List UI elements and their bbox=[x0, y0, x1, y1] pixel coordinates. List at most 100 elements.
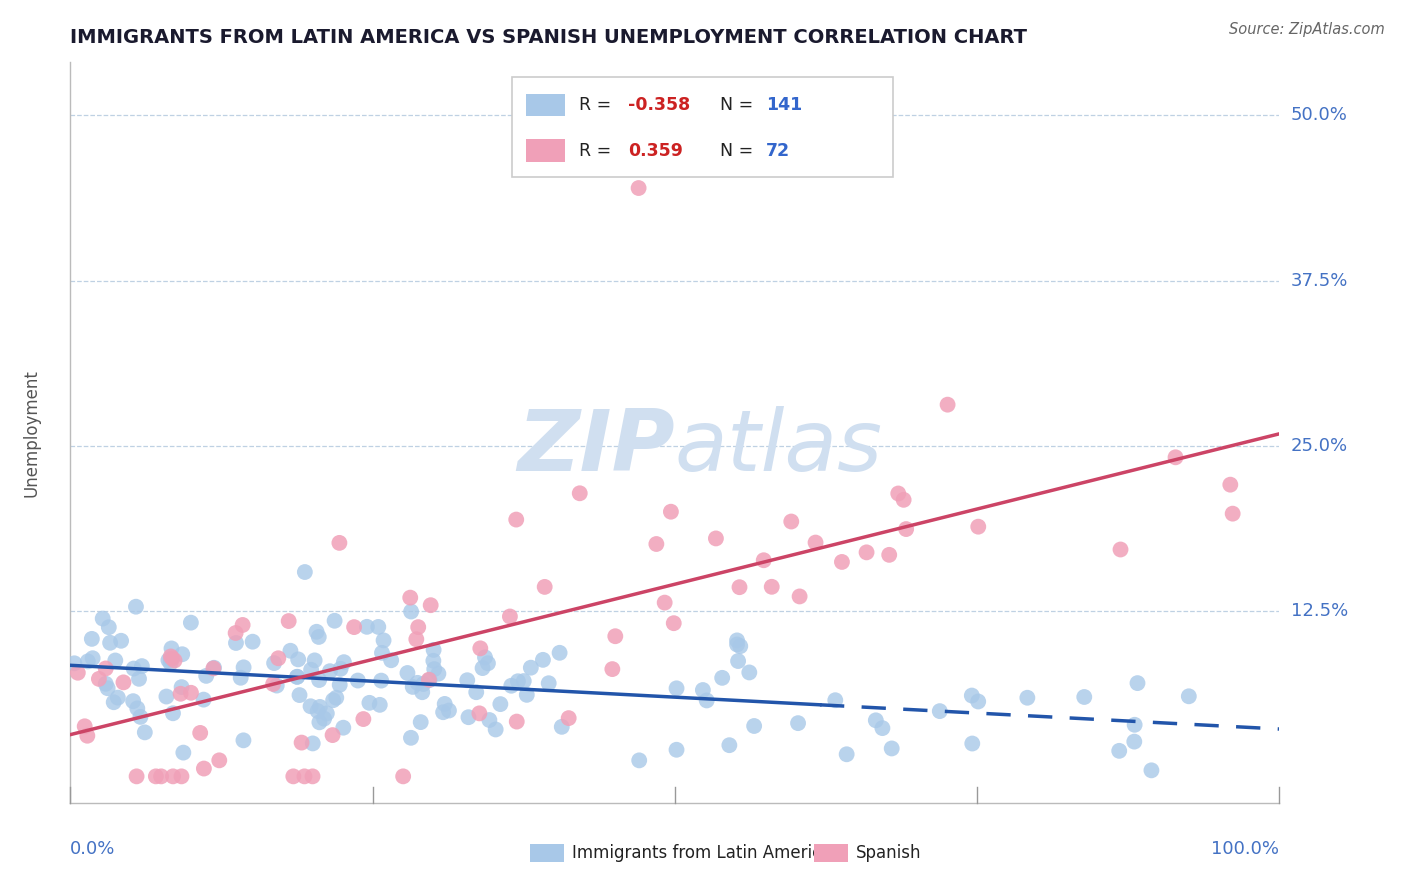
Point bbox=[1219, 477, 1241, 491]
Point bbox=[531, 653, 554, 667]
Point bbox=[322, 728, 344, 742]
Point bbox=[304, 653, 326, 667]
Point bbox=[76, 729, 98, 743]
Point bbox=[928, 704, 950, 718]
Text: Spanish: Spanish bbox=[856, 844, 922, 863]
Point bbox=[409, 715, 432, 730]
Text: R =: R = bbox=[579, 142, 617, 160]
Point bbox=[315, 706, 337, 721]
Point bbox=[513, 673, 536, 688]
Point bbox=[533, 580, 555, 594]
Point bbox=[418, 673, 440, 687]
Point bbox=[468, 706, 491, 721]
Point bbox=[485, 723, 508, 737]
Point bbox=[159, 652, 181, 666]
Text: R =: R = bbox=[579, 96, 617, 114]
Point bbox=[1123, 718, 1146, 732]
Point bbox=[97, 620, 120, 634]
Point bbox=[94, 661, 117, 675]
Text: 72: 72 bbox=[765, 142, 790, 160]
Point bbox=[761, 580, 783, 594]
Point bbox=[645, 537, 668, 551]
Point bbox=[406, 676, 429, 690]
Point bbox=[368, 698, 391, 712]
Text: N =: N = bbox=[720, 96, 758, 114]
Point bbox=[405, 632, 427, 647]
Point bbox=[367, 620, 389, 634]
Point bbox=[232, 733, 254, 747]
Point bbox=[880, 741, 903, 756]
Point bbox=[159, 657, 181, 671]
Point bbox=[232, 660, 254, 674]
Point bbox=[711, 671, 734, 685]
Text: 0.0%: 0.0% bbox=[70, 840, 115, 858]
Point bbox=[107, 690, 129, 705]
Point bbox=[91, 611, 114, 625]
Point bbox=[548, 646, 571, 660]
Point bbox=[347, 673, 370, 688]
Point bbox=[665, 743, 688, 757]
Point bbox=[787, 716, 810, 731]
Point bbox=[242, 634, 264, 648]
Point bbox=[855, 545, 877, 559]
Point bbox=[865, 714, 887, 728]
Point bbox=[145, 769, 167, 783]
Point bbox=[172, 746, 194, 760]
Point bbox=[305, 624, 328, 639]
Point bbox=[718, 738, 741, 752]
Point bbox=[399, 731, 422, 745]
Point bbox=[380, 653, 402, 667]
Point bbox=[122, 694, 145, 708]
Point bbox=[474, 650, 496, 665]
Point bbox=[301, 769, 323, 783]
Text: -0.358: -0.358 bbox=[627, 96, 690, 114]
Point bbox=[87, 672, 110, 686]
Point bbox=[308, 673, 330, 687]
Point bbox=[162, 706, 184, 721]
Point bbox=[225, 626, 247, 640]
Point bbox=[103, 695, 125, 709]
Point bbox=[427, 666, 450, 681]
Point bbox=[267, 651, 290, 665]
Text: 12.5%: 12.5% bbox=[1291, 602, 1348, 620]
Point bbox=[301, 736, 323, 750]
Point bbox=[1222, 507, 1244, 521]
Point bbox=[262, 677, 284, 691]
Point bbox=[506, 674, 529, 689]
Point bbox=[1123, 734, 1146, 748]
Point bbox=[628, 753, 651, 767]
Point bbox=[319, 664, 342, 678]
Text: N =: N = bbox=[720, 142, 758, 160]
Point bbox=[704, 532, 727, 546]
Point bbox=[887, 486, 910, 500]
Point bbox=[150, 769, 173, 783]
Point bbox=[551, 720, 574, 734]
Point bbox=[665, 681, 688, 696]
Point bbox=[789, 590, 811, 604]
Point bbox=[470, 641, 492, 656]
Point bbox=[170, 769, 193, 783]
Point bbox=[128, 672, 150, 686]
Point bbox=[659, 505, 682, 519]
Point bbox=[97, 681, 120, 696]
Point bbox=[352, 712, 374, 726]
Point bbox=[412, 677, 434, 691]
Point bbox=[1164, 450, 1187, 465]
Point bbox=[457, 710, 479, 724]
Point bbox=[63, 657, 86, 671]
Point bbox=[418, 673, 440, 687]
Point bbox=[280, 644, 302, 658]
Text: 0.359: 0.359 bbox=[627, 142, 682, 160]
Point bbox=[193, 692, 215, 706]
Text: 25.0%: 25.0% bbox=[1291, 437, 1348, 455]
Point bbox=[568, 486, 591, 500]
Point bbox=[180, 686, 202, 700]
Text: Source: ZipAtlas.com: Source: ZipAtlas.com bbox=[1229, 22, 1385, 37]
Point bbox=[307, 704, 329, 718]
Point bbox=[232, 618, 254, 632]
Point bbox=[399, 591, 422, 605]
Point bbox=[325, 690, 347, 705]
Point bbox=[489, 697, 512, 711]
Point bbox=[356, 620, 378, 634]
Point bbox=[501, 679, 523, 693]
